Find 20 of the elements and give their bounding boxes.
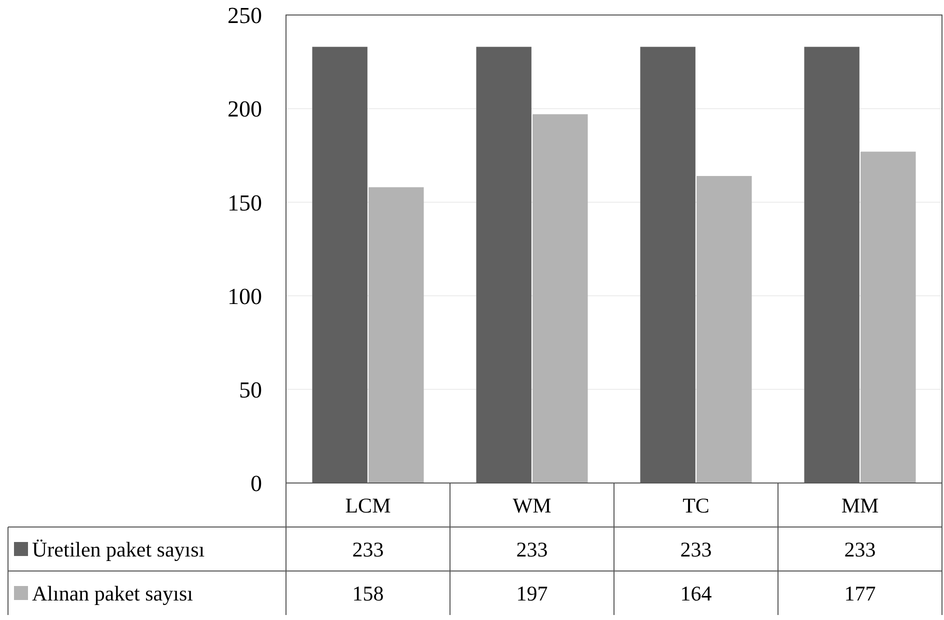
x-tick-label: MM [841,493,879,518]
x-tick-label: TC [682,493,710,518]
x-tick-label: WM [512,493,552,518]
data-label: 233 [680,537,712,562]
y-tick-label: 250 [228,3,262,28]
legend-label: Alınan paket sayısı [32,581,194,606]
data-label: 233 [516,537,548,562]
y-tick-label: 150 [228,190,262,216]
data-label: 197 [516,581,548,606]
y-tick-label: 200 [228,96,262,122]
data-label: 233 [844,537,876,562]
x-tick-label: LCM [345,493,392,518]
data-label: 233 [352,537,384,562]
legend-label: Üretilen paket sayısı [32,537,205,562]
y-tick-label: 0 [250,471,262,496]
data-label: 158 [352,581,384,606]
y-tick-label: 50 [239,377,262,402]
data-label: 164 [680,581,712,606]
data-label: 177 [844,581,876,606]
y-tick-label: 100 [228,284,262,309]
